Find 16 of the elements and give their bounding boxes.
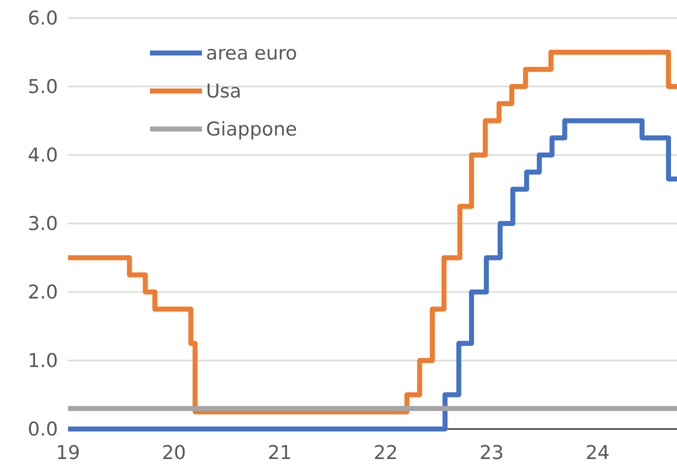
y-tick-label: 6.0: [28, 8, 58, 30]
x-tick-label: 19: [56, 442, 80, 464]
x-tick-label: 23: [480, 442, 504, 464]
legend-label: Giappone: [206, 118, 298, 141]
x-tick-label: 20: [162, 442, 186, 464]
y-tick-label: 2.0: [28, 282, 58, 304]
y-tick-label: 1.0: [28, 350, 58, 372]
y-tick-label: 3.0: [28, 213, 58, 236]
y-tick-label: 0.0: [28, 418, 58, 441]
x-tick-label: 24: [585, 442, 610, 464]
y-tick-label: 4.0: [28, 144, 58, 167]
y-tick-label: 5.0: [28, 76, 58, 98]
legend-label: Usa: [206, 80, 242, 103]
x-tick-label: 22: [374, 442, 398, 464]
x-tick-label: 21: [268, 442, 292, 464]
legend-label: area euro: [206, 42, 298, 65]
